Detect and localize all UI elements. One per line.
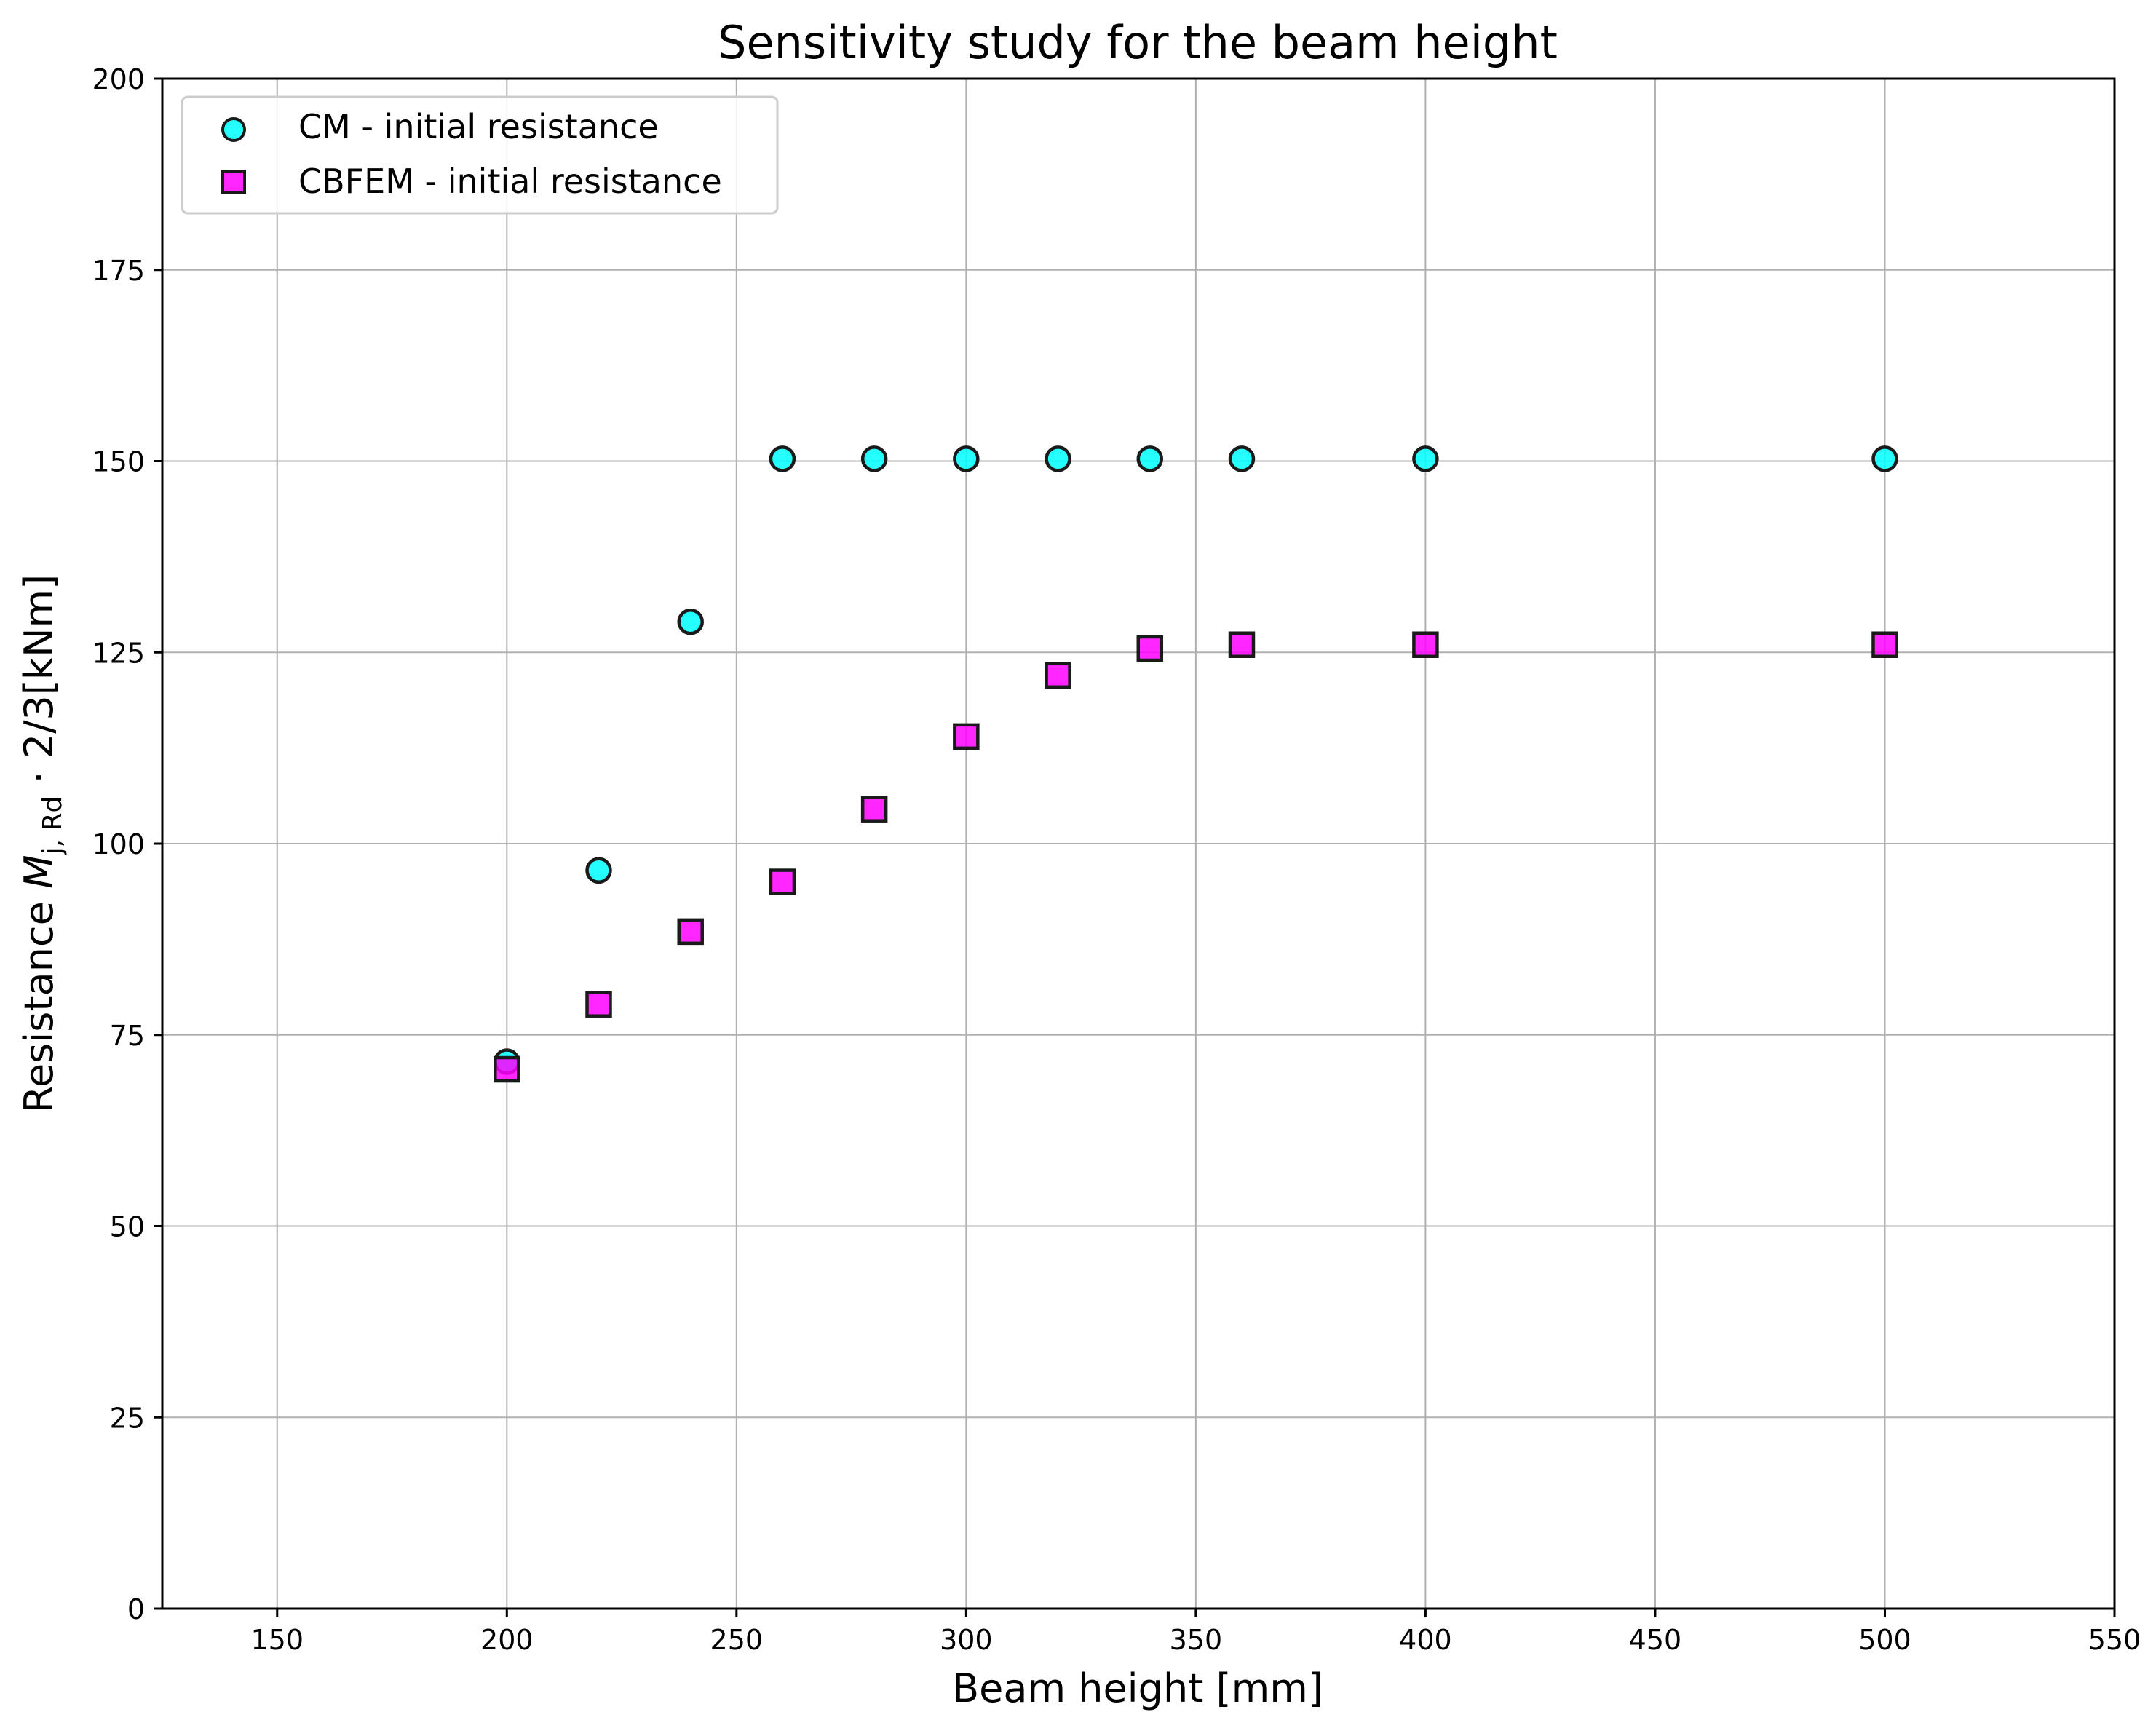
cbfem-point-260	[769, 868, 796, 895]
x-tick-label-450: 450	[1629, 1624, 1682, 1656]
legend-label-cm: CM - initial resistance	[298, 107, 659, 146]
x-tick-label-250: 250	[710, 1624, 764, 1656]
axis-ticks: 150 200 250 300 350 400 450 500 550 0 25 50 75 100 125…	[92, 63, 2141, 1656]
y-tick-label-0: 0	[127, 1593, 145, 1625]
cbfem-point-320	[1045, 662, 1071, 689]
x-tick-label-550: 550	[2088, 1624, 2141, 1656]
legend-marker-cm	[221, 117, 246, 142]
cm-point-260	[769, 445, 796, 472]
cm-point-500	[1871, 445, 1898, 472]
x-tick-label-350: 350	[1170, 1624, 1223, 1656]
series-cbfem	[494, 631, 1898, 1083]
y-tick-label-125: 125	[92, 637, 145, 669]
y-tick-label-150: 150	[92, 446, 145, 478]
cm-point-320	[1045, 445, 1071, 472]
cbfem-point-240	[677, 918, 704, 946]
y-tick-label-100: 100	[92, 828, 145, 860]
legend: CM - initial resistance CBFEM - initial …	[181, 95, 779, 215]
cbfem-point-400	[1412, 631, 1439, 658]
cm-point-340	[1136, 445, 1164, 472]
cm-point-300	[953, 445, 980, 472]
y-tick-label-25: 25	[110, 1402, 145, 1434]
x-tick-label-400: 400	[1399, 1624, 1452, 1656]
legend-box	[181, 95, 779, 215]
y-tick-label-75: 75	[110, 1020, 145, 1052]
cbfem-point-300	[953, 723, 980, 750]
cm-point-240	[677, 608, 704, 635]
y-axis-label-subscript: j, Rd	[38, 796, 68, 856]
series-cm	[494, 445, 1898, 1075]
x-tick-label-500: 500	[1858, 1624, 1911, 1656]
chart-title: Sensitivity study for the beam height	[718, 16, 1558, 69]
x-tick-label-300: 300	[940, 1624, 993, 1656]
y-tick-label-200: 200	[92, 63, 145, 95]
y-axis-label-suffix: · 2/3[kNm]	[16, 574, 62, 796]
cbfem-point-220	[585, 991, 612, 1018]
cbfem-point-500	[1871, 631, 1898, 658]
y-axis-label: Resistance Mj, Rd · 2/3[kNm]	[16, 574, 68, 1113]
plot-frame	[161, 77, 2116, 1610]
cbfem-point-200	[494, 1055, 520, 1083]
cm-point-280	[860, 445, 888, 472]
y-axis-label-prefix: Resistance	[16, 889, 62, 1113]
cm-point-220	[585, 857, 612, 884]
x-tick-label-200: 200	[480, 1624, 534, 1656]
y-axis-label-symbol: M	[16, 855, 62, 889]
y-tick-label-175: 175	[92, 255, 145, 287]
x-axis-label: Beam height [mm]	[952, 1665, 1323, 1711]
legend-label-cbfem: CBFEM - initial resistance	[298, 162, 722, 201]
data-series	[494, 445, 1898, 1083]
cbfem-point-280	[860, 796, 888, 823]
cbfem-point-340	[1136, 635, 1164, 662]
cm-point-360	[1228, 445, 1256, 472]
y-tick-label-50: 50	[110, 1211, 145, 1243]
cbfem-point-360	[1228, 631, 1256, 658]
x-tick-label-150: 150	[250, 1624, 304, 1656]
cm-point-400	[1412, 445, 1439, 472]
legend-marker-cbfem	[221, 170, 246, 194]
